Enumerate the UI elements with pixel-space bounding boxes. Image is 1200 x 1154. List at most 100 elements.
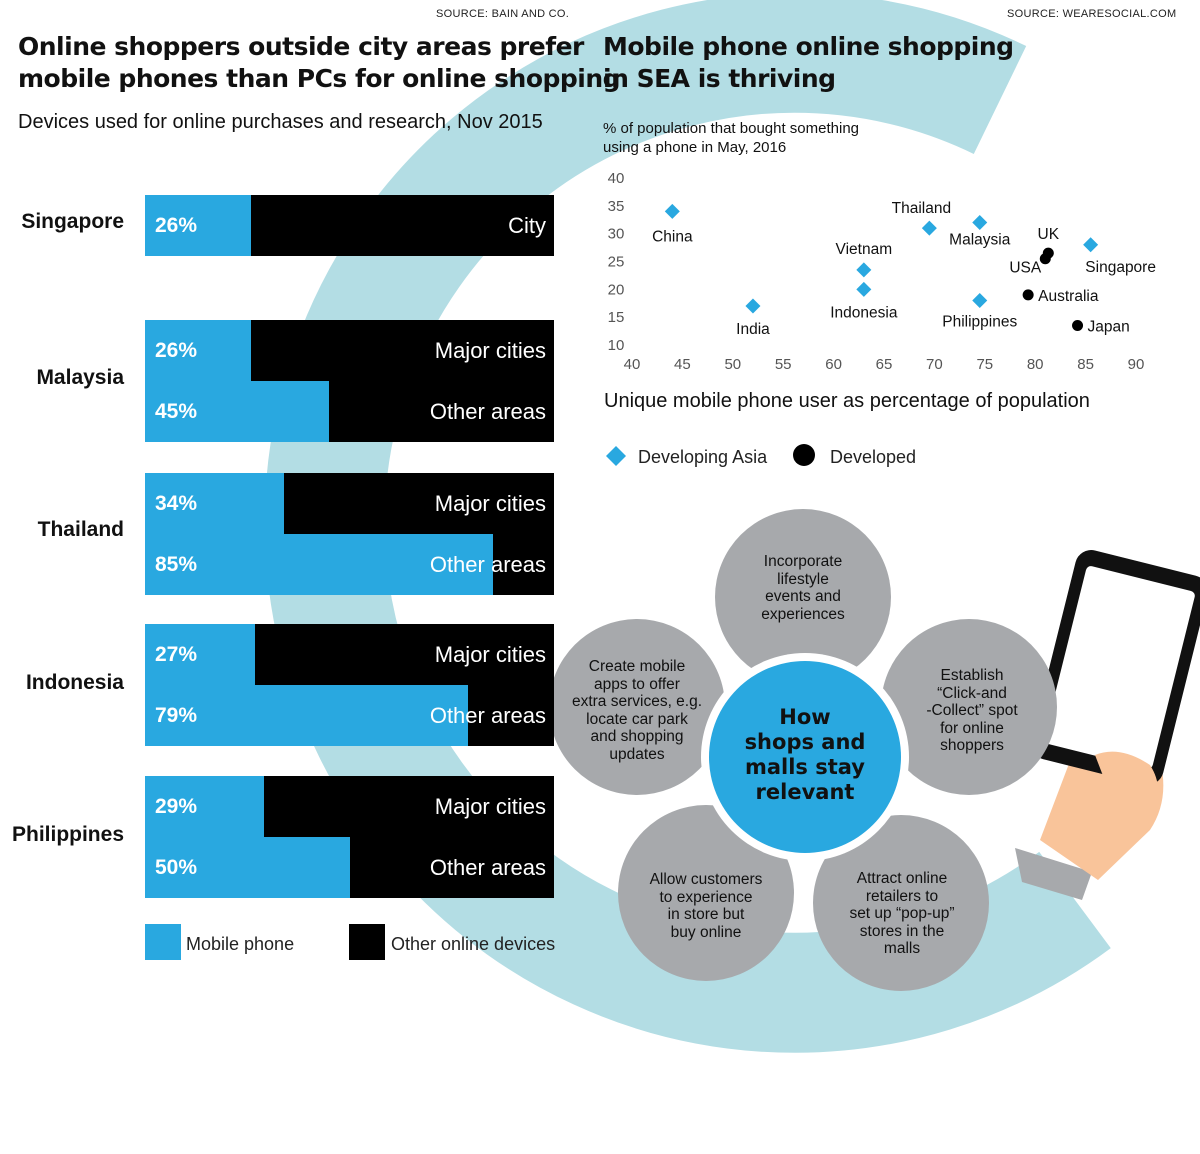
scatter-plot: 40 45 50 55 60 65 70 75 80 85 90 10 15 20 25 30 35 40 Chin… — [608, 170, 1156, 373]
x-tick-label: 90 — [1128, 356, 1145, 373]
scatter-point-label: Vietnam — [836, 241, 893, 258]
petal-line: lifestyle — [777, 570, 829, 588]
bar-pct-label: 34% — [155, 492, 198, 515]
scatter-point-developing — [972, 292, 988, 308]
center-line: relevant — [755, 780, 855, 804]
petal-line: buy online — [670, 923, 742, 941]
x-tick-label: 65 — [876, 356, 893, 373]
bar-pct-label: 26% — [155, 339, 198, 362]
legend-other-label: Other online devices — [391, 934, 556, 954]
y-tick-label: 25 — [608, 254, 625, 271]
bar-area-label: Other areas — [429, 552, 546, 577]
bar-row: Major cities 27% — [145, 624, 554, 685]
petal-line: to experience — [659, 888, 753, 906]
legend-developing-marker — [606, 446, 626, 466]
bar-area-label: Other areas — [429, 855, 546, 880]
petal-bottom-left — [618, 805, 794, 981]
petal-line: extra services, e.g. — [571, 693, 703, 710]
country-label: Indonesia — [25, 671, 124, 694]
scatter-point-label: Australia — [1038, 288, 1099, 305]
scatter-point-label: Philippines — [942, 313, 1017, 330]
country-label: Thailand — [37, 518, 124, 541]
legend-other-swatch — [349, 924, 385, 960]
petal-text-mobile-apps: Create mobile apps to offer extra servic… — [556, 658, 718, 763]
legend-developed-marker — [793, 444, 815, 466]
center-line: shops and — [744, 730, 866, 754]
bar-mobile-segment — [145, 195, 252, 256]
scatter-ylabel-line1: % of population that bought something — [603, 120, 860, 137]
petal-line: Attract online — [856, 870, 948, 887]
petal-line: malls — [883, 940, 921, 957]
petal-right — [881, 619, 1057, 795]
x-tick-label: 75 — [976, 356, 993, 373]
bar-mobile-segment — [145, 473, 285, 534]
x-tick-label: 50 — [724, 356, 741, 373]
flower-diagram-shapes — [549, 509, 1057, 991]
center-circle — [709, 661, 901, 853]
petal-left — [549, 619, 725, 795]
right-source: SOURCE: WEARESOCIAL.COM — [1007, 8, 1177, 20]
scatter-point-label: UK — [1038, 226, 1060, 243]
bar-area-label: Major cities — [434, 491, 546, 516]
scatter-point-developing — [921, 220, 937, 236]
petal-line: apps to offer — [594, 675, 680, 693]
bar-area-label: Other areas — [429, 399, 546, 424]
y-tick-label: 35 — [608, 198, 625, 215]
bar-pct-label: 79% — [155, 704, 198, 727]
petal-line: retailers to — [865, 887, 939, 905]
country-label: Malaysia — [36, 366, 124, 389]
scatter-point-label: USA — [1009, 260, 1042, 277]
petal-line: set up “pop-up” — [849, 905, 955, 922]
scatter-point-label: Malaysia — [949, 232, 1011, 249]
bar-area-label: Major cities — [434, 794, 546, 819]
y-tick-label: 30 — [608, 226, 625, 243]
country-label: Singapore — [21, 210, 124, 233]
scatter-point-developing — [856, 281, 872, 297]
y-tick-label: 15 — [608, 309, 625, 326]
bar-mobile-segment — [145, 624, 256, 685]
scatter-point-label: India — [736, 321, 770, 338]
bar-row: City 26% — [145, 195, 554, 256]
scatter-point-developed — [1039, 253, 1051, 265]
petal-line: Create mobile — [588, 658, 686, 675]
right-title: Mobile phone online shopping in SEA is t… — [603, 31, 1014, 95]
petal-line: in store but — [667, 906, 745, 923]
scatter-ylabel-line2: using a phone in May, 2016 — [603, 139, 787, 156]
petal-line: Allow customers — [649, 871, 763, 888]
bar-row: Major cities 29% — [145, 776, 554, 837]
x-tick-label: 70 — [926, 356, 943, 373]
bar-area-label: Major cities — [434, 338, 546, 363]
legend-mobile-swatch — [145, 924, 181, 960]
bar-row: Other areas 85% — [145, 534, 554, 595]
petal-line: Establish — [940, 667, 1004, 684]
petal-line: for online — [940, 719, 1004, 737]
bar-mobile-segment — [145, 685, 469, 746]
petal-line: -Collect” spot — [926, 702, 1018, 719]
x-tick-label: 85 — [1077, 356, 1094, 373]
scatter-point-label: China — [652, 228, 693, 245]
country-label: Philippines — [11, 823, 124, 846]
center-line: How — [779, 705, 831, 729]
bar-pct-label: 85% — [155, 553, 198, 576]
right-title-line2: in SEA is thriving — [603, 64, 836, 93]
scatter-point-developing — [664, 203, 680, 219]
petal-line: events and — [765, 588, 841, 605]
tablet-phone-illustration — [1030, 550, 1200, 785]
bar-row: Major cities 26% — [145, 320, 554, 381]
x-tick-label: 80 — [1027, 356, 1044, 373]
bar-area-label: City — [508, 213, 546, 238]
legend-mobile-label: Mobile phone — [186, 934, 295, 954]
scatter-xlabel: Unique mobile phone user as percentage o… — [604, 390, 1090, 412]
x-tick-label: 45 — [674, 356, 691, 373]
legend-developed-label: Developed — [830, 447, 917, 467]
petal-line: and shopping — [590, 728, 684, 745]
bar-pct-label: 26% — [155, 214, 198, 237]
y-tick-label: 20 — [608, 281, 625, 298]
bar-pct-label: 27% — [155, 643, 198, 666]
petal-top — [715, 509, 891, 685]
bar-mobile-segment — [145, 837, 350, 898]
petal-text-popup: Attract online retailers to set up “pop-… — [829, 870, 975, 958]
petal-text-lifestyle: Incorporate lifestyle events and experie… — [733, 553, 873, 623]
scatter-point-label: Singapore — [1085, 259, 1156, 276]
bar-pct-label: 45% — [155, 400, 198, 423]
